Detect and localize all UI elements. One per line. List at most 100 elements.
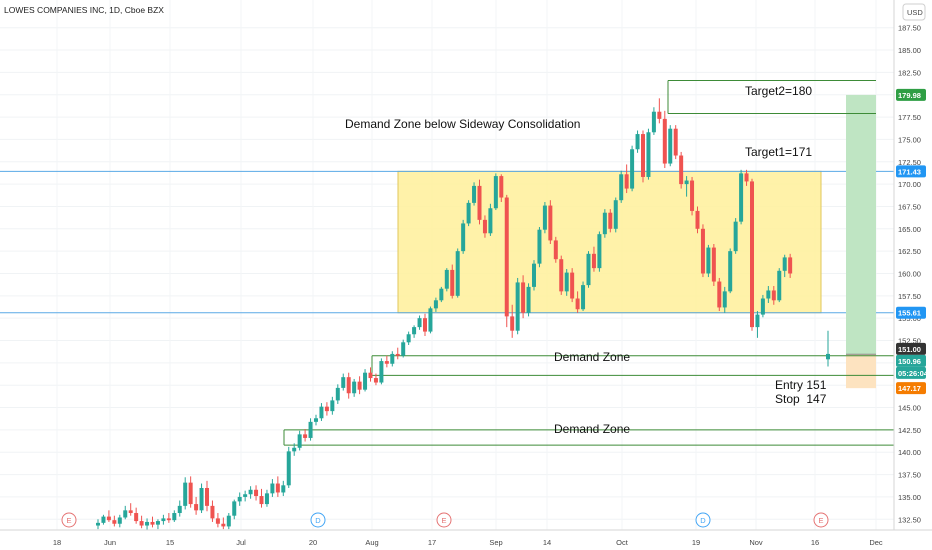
candle-body	[690, 180, 695, 211]
candle-body	[673, 128, 678, 156]
candle-body	[275, 483, 280, 493]
candle-body	[368, 372, 373, 379]
badge-countdown-bg	[896, 366, 926, 379]
badge-resistance-bg	[896, 165, 926, 178]
candle-body	[728, 251, 733, 292]
stop-label: Stop 147	[775, 392, 827, 406]
candle-body	[706, 247, 711, 274]
candle-body	[619, 174, 624, 201]
candle-body	[106, 516, 111, 521]
candle-body	[286, 451, 291, 486]
candle-body	[395, 353, 400, 356]
y-tick-label: 137.50	[898, 471, 921, 480]
event-marker-circle	[695, 512, 711, 528]
candle-body	[112, 520, 117, 524]
candle-body	[243, 494, 248, 497]
candle-body	[826, 353, 830, 360]
badge-target2-bg	[896, 88, 926, 101]
candle-body	[166, 518, 171, 521]
candle-body	[390, 353, 395, 364]
demand-zone-upper-label: Demand Zone	[554, 350, 630, 364]
candle-body	[597, 234, 602, 269]
candle-body	[744, 173, 749, 182]
candle-body	[581, 285, 586, 310]
x-tick-label: Jun	[104, 538, 116, 547]
candle-body	[428, 308, 433, 332]
x-tick-label: 20	[309, 538, 317, 547]
candle-body	[717, 281, 722, 308]
candle-body	[308, 421, 313, 438]
y-tick-label: 132.50	[898, 515, 921, 524]
candles-layer	[96, 98, 830, 530]
currency-label: USD	[907, 8, 923, 17]
candle-body	[248, 489, 253, 495]
currency-button[interactable]	[902, 3, 926, 21]
candle-body	[700, 228, 705, 274]
candle-body	[684, 180, 689, 185]
candle-body	[319, 406, 324, 419]
badge-target2: 179.98	[898, 91, 921, 100]
candle-body	[521, 282, 526, 313]
y-tick-label: 162.50	[898, 247, 921, 256]
candle-body	[373, 378, 378, 383]
event-marker-circle	[436, 512, 452, 528]
candle-body	[482, 219, 487, 234]
event-marker-circle	[310, 512, 326, 528]
zone-title-label: Demand Zone below Sideway Consolidation	[345, 117, 580, 131]
candle-body	[624, 174, 629, 189]
x-tick-label: 19	[692, 538, 700, 547]
candle-body	[602, 212, 607, 235]
candle-body	[183, 482, 188, 506]
candle-body	[303, 434, 308, 438]
x-tick-label: 15	[166, 538, 174, 547]
y-tick-label: 167.50	[898, 202, 921, 211]
candle-body	[548, 205, 553, 241]
candle-body	[155, 521, 160, 525]
candle-body	[668, 128, 673, 164]
candle-body	[357, 381, 362, 390]
event-marker-circle	[813, 512, 829, 528]
candle-body	[553, 240, 558, 260]
candle-body	[259, 496, 264, 505]
candle-body	[363, 372, 368, 390]
candle-body	[324, 406, 329, 412]
candle-body	[401, 342, 406, 356]
price-badges: 179.98 171.43 155.61 151.00 150.96 05:26:04 14…	[896, 88, 929, 395]
badge-countdown: 05:26:04	[898, 369, 929, 378]
y-tick-label: 182.50	[898, 68, 921, 77]
candle-body	[777, 270, 782, 301]
x-tick-label: 17	[428, 538, 436, 547]
candle-body	[559, 259, 564, 292]
candle-body	[766, 290, 771, 299]
candle-body	[145, 521, 150, 526]
candle-body	[139, 521, 144, 526]
candle-body	[210, 505, 215, 519]
event-marker-circle	[61, 512, 77, 528]
candle-body	[630, 149, 635, 189]
target2-label: Target2=180	[745, 84, 812, 98]
candle-body	[760, 298, 765, 315]
candle-body	[466, 202, 471, 224]
y-tick-label: 172.50	[898, 158, 921, 167]
candle-body	[406, 334, 411, 343]
badge-entry-bg	[896, 354, 926, 367]
candle-body	[771, 290, 776, 301]
candle-body	[586, 253, 591, 286]
candle-body	[417, 318, 422, 328]
candle-body	[750, 181, 754, 328]
candle-body	[564, 272, 569, 292]
event-marker-label: E	[818, 516, 823, 525]
candle-body	[679, 155, 684, 185]
x-tick-label: Sep	[489, 538, 502, 547]
candle-body	[281, 485, 286, 493]
candle-body	[270, 483, 275, 494]
time-axis[interactable]	[0, 531, 894, 550]
price-axis[interactable]	[895, 0, 932, 530]
demand-zone-lower-label: Demand Zone	[554, 422, 630, 436]
candle-body	[526, 286, 531, 313]
y-tick-label: 170.00	[898, 180, 921, 189]
candle-body	[346, 377, 351, 394]
candle-body	[570, 272, 575, 299]
